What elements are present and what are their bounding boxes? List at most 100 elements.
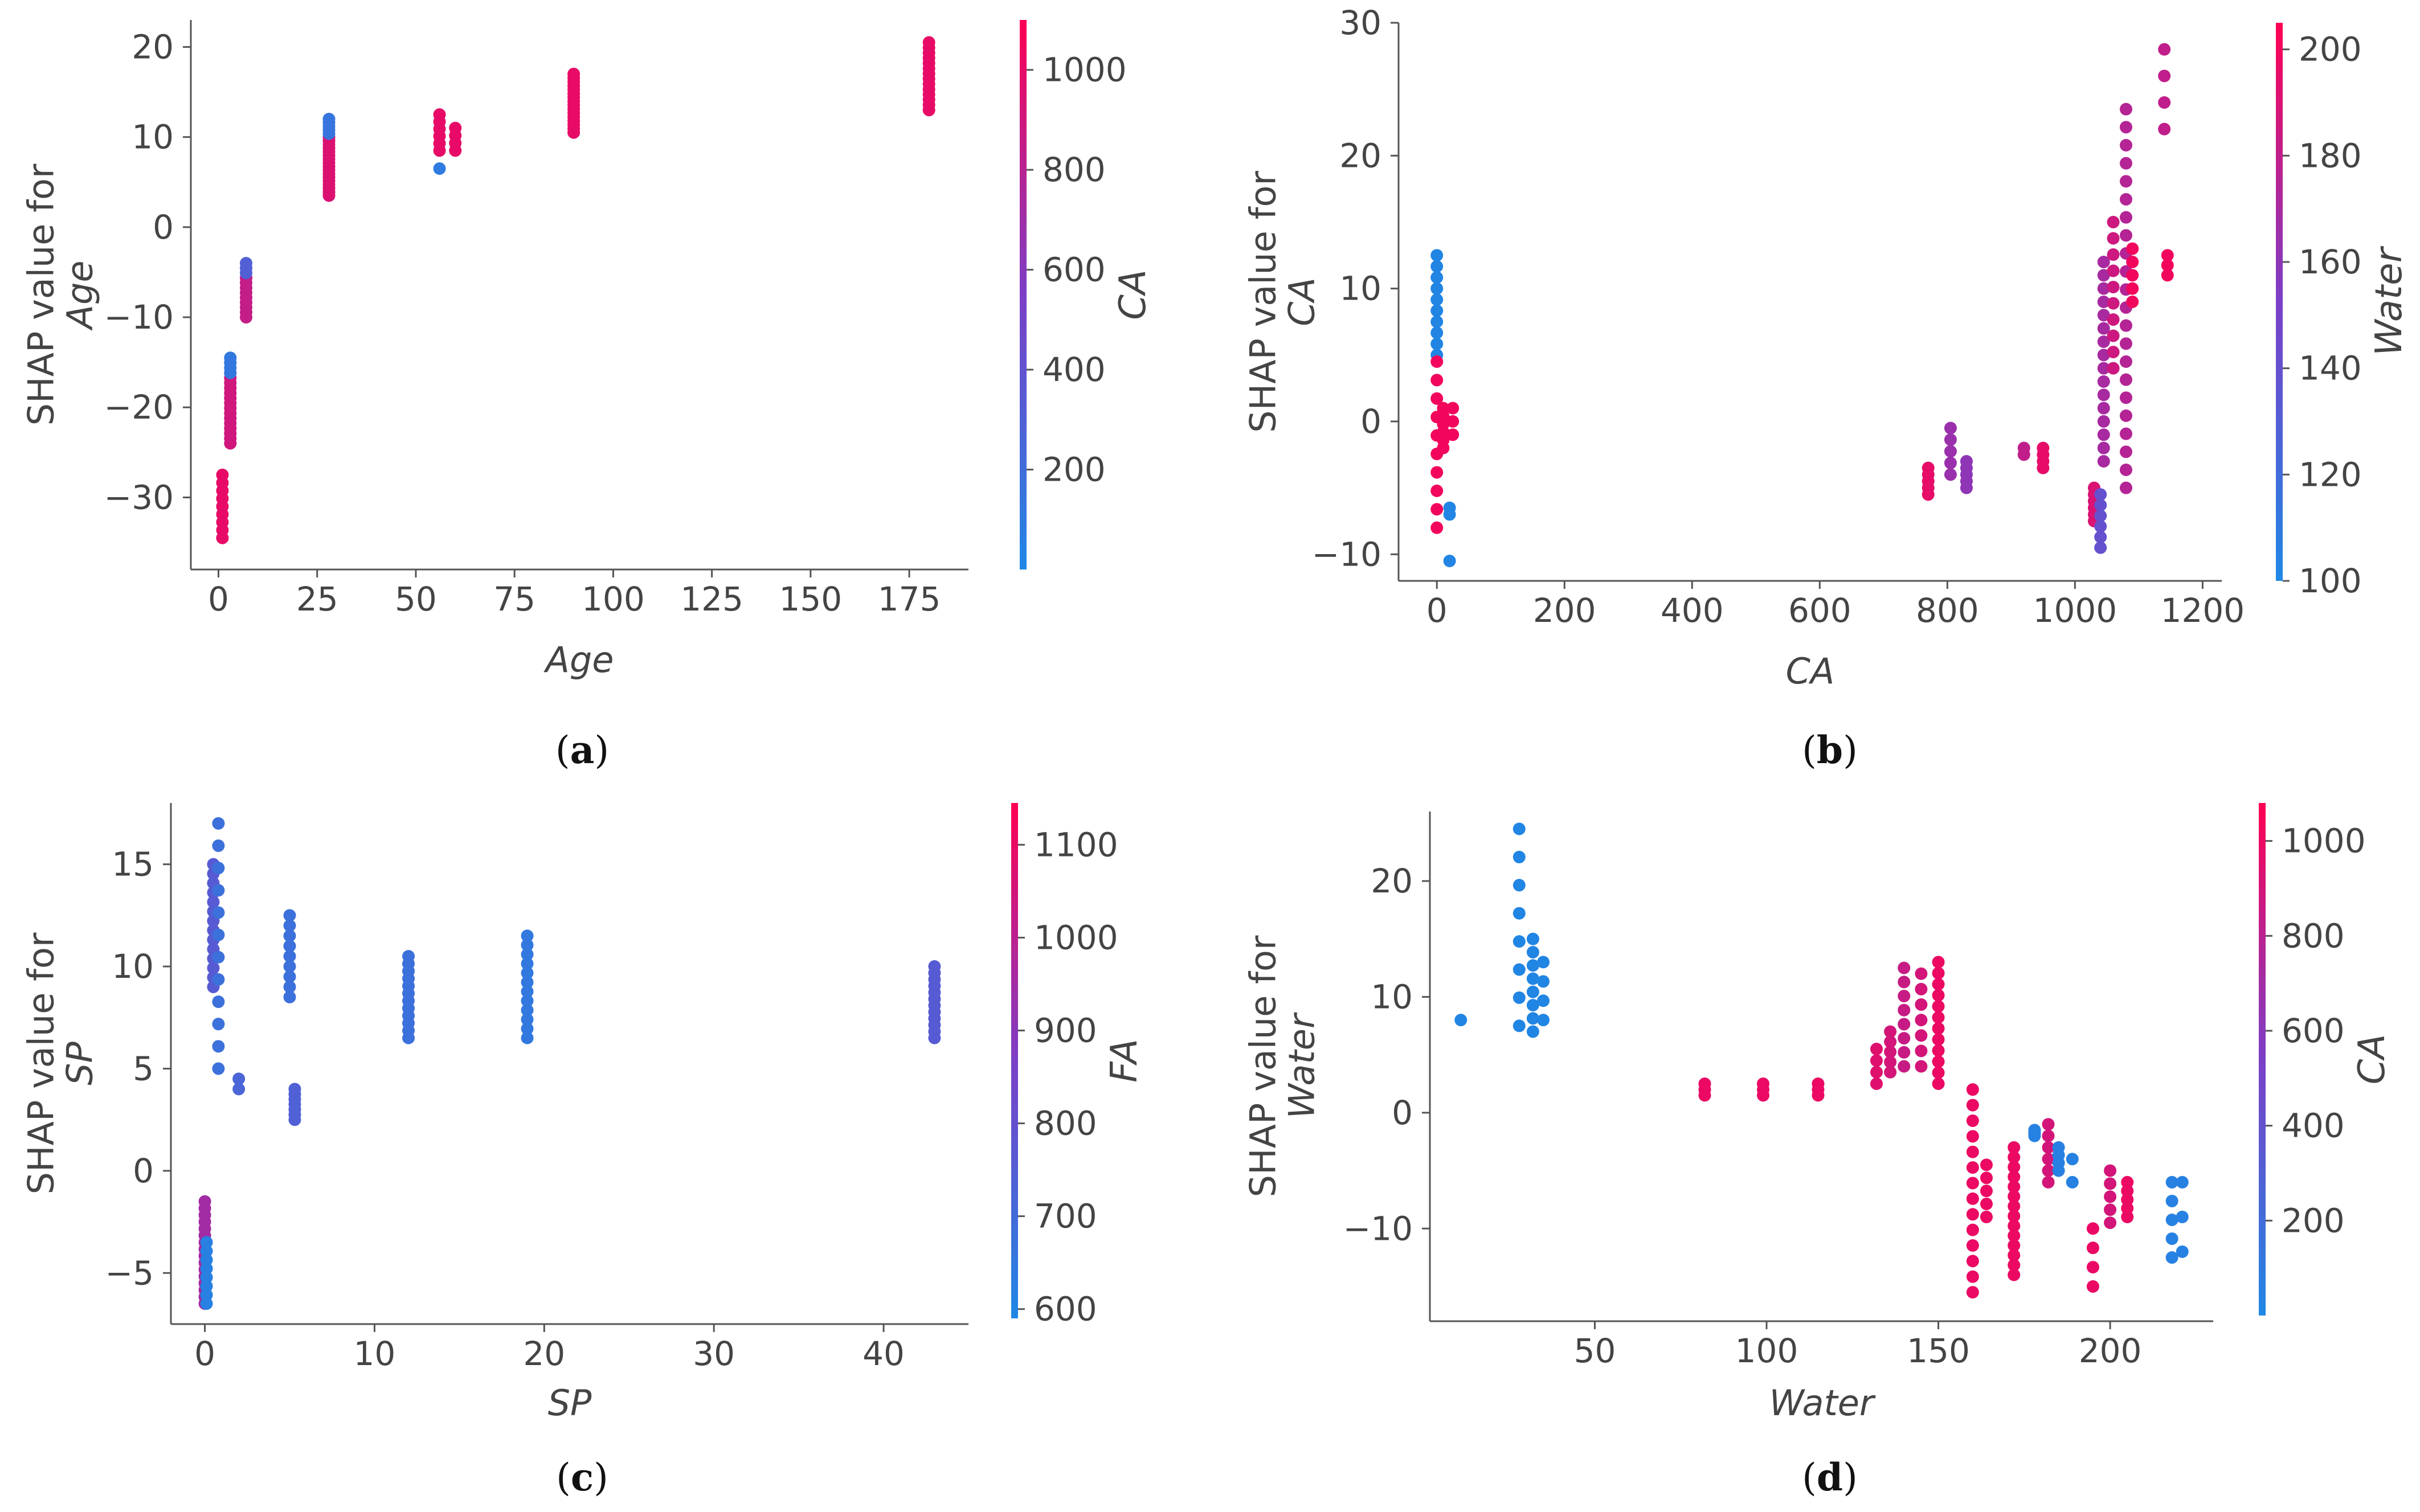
data-point	[2008, 1259, 2021, 1272]
data-point	[2121, 1175, 2134, 1189]
data-point	[1537, 1014, 1550, 1027]
caption-d: (d)	[1802, 1455, 1858, 1499]
data-point	[2094, 499, 2107, 511]
y-tick-label: −10	[1312, 535, 1381, 573]
data-point	[2042, 1118, 2055, 1131]
y-tick-label: −10	[1343, 1209, 1413, 1248]
data-point	[1430, 326, 1444, 339]
data-point	[2107, 248, 2120, 261]
data-point	[2119, 229, 2132, 242]
x-tick-label: 50	[395, 580, 437, 618]
data-point	[1966, 1099, 1979, 1112]
data-point	[2008, 1249, 2021, 1262]
data-point	[1526, 998, 1539, 1011]
colorbar-tick-label: 140	[2299, 349, 2362, 388]
data-point	[2097, 282, 2110, 295]
data-point	[1537, 994, 1550, 1007]
data-point	[2104, 1177, 2117, 1190]
data-point	[1512, 991, 1526, 1004]
y-tick-label: 30	[1339, 3, 1381, 42]
y-tick-label: 15	[112, 845, 154, 884]
y-axis-label: SHAP value forCA	[1242, 171, 1322, 433]
y-tick-label: 0	[1392, 1093, 1413, 1132]
data-point	[224, 351, 237, 364]
data-point	[2126, 282, 2139, 295]
data-point	[198, 1195, 211, 1208]
data-point	[2161, 269, 2174, 282]
data-point	[2097, 388, 2110, 401]
data-point	[2094, 520, 2107, 533]
data-point	[1884, 1066, 1897, 1079]
data-point	[2008, 1190, 2021, 1203]
data-point	[2086, 1261, 2099, 1274]
data-point	[2158, 43, 2171, 56]
colorbar-tick-label: 900	[1034, 1011, 1097, 1050]
colorbar	[1020, 20, 1027, 569]
data-point	[212, 950, 225, 964]
data-point	[1537, 975, 1550, 988]
data-point	[2104, 1216, 2117, 1230]
data-point	[1966, 1286, 1979, 1299]
y-tick-label: −10	[104, 298, 174, 337]
data-point	[2119, 175, 2132, 188]
data-point	[1944, 456, 1957, 469]
data-point	[1870, 1054, 1883, 1067]
data-point	[2165, 1175, 2178, 1189]
data-point	[1443, 501, 1456, 514]
data-point	[2121, 1202, 2134, 1215]
data-point	[2104, 1164, 2117, 1177]
x-tick-label: 50	[1574, 1331, 1616, 1370]
data-point	[2104, 1203, 2117, 1216]
data-point	[283, 960, 296, 973]
data-point	[2107, 281, 2120, 294]
data-point	[2119, 103, 2132, 116]
data-point	[2119, 464, 2132, 476]
data-point	[1430, 521, 1444, 534]
x-axis-label: Age	[543, 639, 614, 681]
data-point	[1526, 1025, 1539, 1038]
y-axis-label: SHAP value forAge	[20, 163, 100, 425]
data-point	[1966, 1223, 1979, 1236]
data-point	[928, 960, 941, 973]
data-point	[1884, 1025, 1897, 1038]
data-point	[1446, 428, 1460, 441]
data-point	[2097, 362, 2110, 375]
data-point	[2119, 391, 2132, 404]
data-point	[1980, 1171, 1993, 1185]
y-tick-label: 10	[132, 118, 174, 157]
data-point	[2119, 409, 2132, 422]
data-point	[2107, 264, 2120, 277]
data-point	[1454, 1014, 1467, 1027]
x-tick-label: 75	[493, 580, 535, 618]
x-tick-label: 1200	[2161, 591, 2245, 630]
data-point	[200, 1244, 213, 1257]
data-point	[2008, 1210, 2021, 1223]
data-point	[1443, 555, 1456, 567]
data-point	[1512, 907, 1526, 920]
data-point	[521, 957, 534, 970]
data-point	[1430, 503, 1444, 516]
data-point	[1944, 433, 1957, 446]
data-point	[1526, 1012, 1539, 1025]
data-point	[1430, 484, 1444, 497]
data-point	[1915, 967, 1928, 980]
data-point	[2008, 1239, 2021, 1252]
colorbar-tick-label: 1100	[1034, 825, 1118, 864]
data-point	[1430, 374, 1444, 387]
data-point	[1966, 1130, 1979, 1143]
data-point	[2008, 1268, 2021, 1281]
colorbar-tick-label: 180	[2299, 136, 2362, 175]
data-point	[1932, 1033, 1945, 1046]
data-point	[1526, 945, 1539, 958]
data-point	[2066, 1153, 2079, 1166]
data-point	[2094, 541, 2107, 554]
data-point	[1915, 982, 1928, 995]
data-point	[2119, 427, 2132, 440]
colorbar-tick-label: 1000	[1034, 918, 1118, 957]
data-point	[1526, 972, 1539, 985]
data-point	[1430, 466, 1444, 479]
data-point	[2097, 322, 2110, 335]
y-axis-label: SHAP value forWater	[1242, 935, 1322, 1197]
data-point	[212, 973, 225, 986]
data-point	[2042, 1129, 2055, 1142]
